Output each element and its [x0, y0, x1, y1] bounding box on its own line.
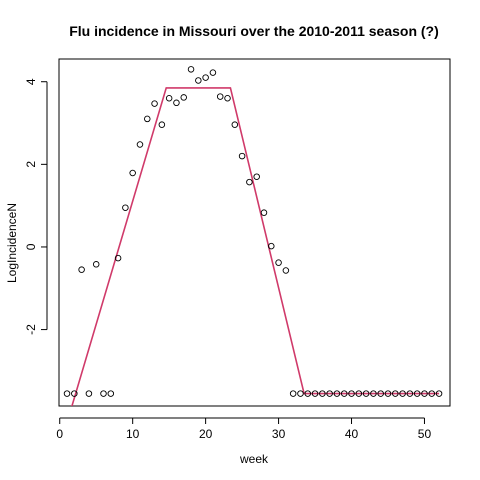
data-point [370, 390, 377, 397]
data-point [275, 259, 282, 266]
data-point [413, 390, 421, 397]
data-point [340, 390, 348, 397]
data-point [85, 390, 93, 397]
data-point [289, 390, 297, 397]
data-point [71, 390, 78, 397]
data-point [319, 390, 326, 397]
x-tick-label: 10 [126, 427, 140, 441]
data-point [209, 69, 217, 76]
data-point [165, 94, 173, 102]
data-point [348, 390, 355, 397]
data-point [406, 390, 414, 397]
data-point [304, 390, 312, 397]
data-point [173, 99, 180, 107]
y-tick-label: -2 [24, 324, 38, 335]
y-tick-label: 4 [24, 78, 38, 85]
x-axis: 0 10 20 30 40 50 [56, 417, 432, 441]
x-axis-label: week [239, 452, 269, 466]
data-point [384, 390, 392, 397]
y-axis-label: LogIncidenceN [5, 203, 19, 283]
data-point [224, 94, 231, 102]
data-point [136, 141, 144, 148]
x-tick-label: 30 [272, 427, 286, 441]
data-point [362, 390, 370, 397]
data-point [144, 115, 151, 123]
data-point [129, 169, 136, 177]
data-point [260, 209, 268, 216]
data-point [202, 74, 209, 81]
y-tick-label: 2 [24, 161, 38, 168]
data-point [392, 390, 399, 397]
x-tick-label: 50 [418, 427, 432, 441]
data-point [326, 390, 333, 397]
x-tick-label: 20 [199, 427, 213, 441]
data-point [78, 266, 85, 273]
data-point [92, 261, 100, 268]
data-point [195, 77, 202, 84]
data-point [246, 178, 253, 186]
data-point [114, 254, 122, 262]
data-point [282, 267, 290, 274]
data-point [231, 121, 239, 128]
data-point [158, 121, 166, 128]
data-point [100, 390, 107, 397]
y-axis: -2 0 2 4 [24, 78, 48, 335]
data-point [421, 390, 428, 397]
data-point [355, 390, 363, 397]
data-point [180, 94, 187, 101]
data-point [253, 173, 260, 180]
chart-title: Flu incidence in Missouri over the 2010-… [69, 23, 439, 39]
data-point [377, 390, 384, 397]
data-point [187, 66, 195, 73]
data-point [238, 152, 246, 160]
x-tick-label: 40 [345, 427, 359, 441]
plot-frame [58, 58, 451, 407]
data-point [216, 93, 224, 100]
data-point [107, 390, 115, 397]
data-point [333, 390, 341, 397]
data-point [63, 390, 71, 397]
data-point [297, 390, 304, 397]
data-point [268, 242, 275, 250]
data-point [151, 100, 158, 107]
x-tick-label: 0 [56, 427, 63, 441]
data-point [435, 390, 443, 397]
plot-area [58, 58, 451, 407]
data-point [428, 390, 436, 397]
data-point [122, 204, 129, 211]
data-point [311, 390, 319, 397]
fit-line [71, 87, 440, 406]
data-point [399, 390, 406, 397]
y-tick-label: 0 [24, 243, 38, 250]
